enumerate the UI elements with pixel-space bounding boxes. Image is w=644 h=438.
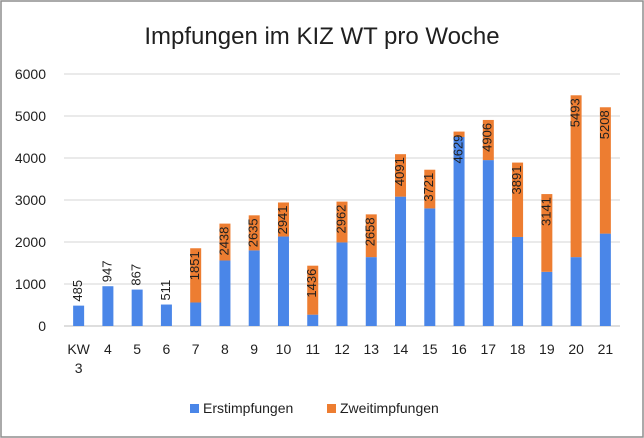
y-tick-label: 4000 [15, 150, 46, 166]
bar-zweitimpfungen [336, 201, 348, 243]
bar-erstimpfungen [131, 289, 143, 326]
bar-zweitimpfungen [395, 154, 407, 197]
data-label: 2635 [246, 218, 261, 247]
x-tick-label: 7 [192, 341, 200, 357]
x-tick-label: 9 [250, 341, 258, 357]
legend: Erstimpfungen Zweitimpfungen [190, 400, 439, 416]
data-label: 3141 [538, 197, 553, 226]
bar-zweitimpfungen [482, 119, 494, 161]
y-axis-ticks: 0 1000 2000 3000 4000 5000 6000 [15, 66, 46, 334]
legend-label-zweitimpfungen: Zweitimpfungen [340, 400, 439, 416]
x-tick-label: 10 [276, 341, 292, 357]
x-tick-label: 6 [163, 341, 171, 357]
bar-zweitimpfungen [570, 95, 582, 258]
data-label: 3891 [509, 166, 524, 195]
bar-erstimpfungen [453, 137, 465, 326]
bar-zweitimpfungen [307, 265, 319, 315]
x-tick-label: 5 [133, 341, 141, 357]
data-label: 1851 [187, 251, 202, 280]
legend-swatch-zweitimpfungen [327, 404, 336, 413]
x-tick-label: 17 [481, 341, 497, 357]
data-label: 867 [129, 264, 144, 286]
data-label: 5493 [568, 98, 583, 127]
y-tick-label: 5000 [15, 108, 46, 124]
y-tick-label: 6000 [15, 66, 46, 82]
data-label: 485 [70, 280, 85, 302]
bar-zweitimpfungen [599, 107, 611, 234]
x-tick-label: 4 [104, 341, 112, 357]
bar-zweitimpfungen [219, 223, 231, 261]
bar-erstimpfungen [307, 314, 319, 326]
data-label: 2941 [275, 205, 290, 234]
bar-zweitimpfungen [424, 169, 436, 209]
bar-erstimpfungen [336, 242, 348, 326]
y-tick-label: 1000 [15, 276, 46, 292]
data-label: 2658 [363, 217, 378, 246]
x-axis-ticks: KW 3 4 5 6 7 8 9 10 11 12 13 14 15 16 17 18 19 20 21 [67, 341, 613, 376]
x-tick-label: 20 [568, 341, 584, 357]
data-label: 4091 [392, 157, 407, 186]
bar-erstimpfungen [541, 271, 553, 326]
gridlines [64, 73, 620, 327]
x-tick-label: 16 [451, 341, 467, 357]
bar-erstimpfungen [248, 250, 260, 326]
bar-erstimpfungen [395, 196, 407, 326]
x-tick-label: 12 [334, 341, 350, 357]
bars [73, 95, 611, 326]
x-tick-label: 21 [598, 341, 614, 357]
bar-zweitimpfungen [453, 131, 465, 137]
x-tick-label: 18 [510, 341, 526, 357]
chart-title: Impfungen im KIZ WT pro Woche [144, 23, 499, 50]
bar-erstimpfungen [277, 236, 289, 326]
bar-erstimpfungen [570, 257, 582, 326]
x-tick-label: KW [67, 341, 90, 357]
y-tick-label: 0 [38, 318, 46, 334]
data-label: 511 [158, 280, 173, 301]
bar-erstimpfungen [160, 304, 172, 326]
bar-erstimpfungen [102, 286, 114, 326]
bar-zweitimpfungen [248, 215, 260, 251]
bar-erstimpfungen [482, 160, 494, 326]
x-tick-label: 19 [539, 341, 555, 357]
data-label: 1436 [304, 269, 319, 298]
bar-erstimpfungen [599, 233, 611, 326]
data-label: 3721 [421, 173, 436, 202]
bar-erstimpfungen [73, 305, 85, 326]
data-label: 2438 [216, 227, 231, 256]
x-tick-label: 13 [363, 341, 379, 357]
x-tick-label: 3 [75, 360, 83, 376]
data-labels: 485 947 867 511 1851 2438 2635 2941 1436 2962 2658… [70, 98, 612, 301]
bar-zweitimpfungen [365, 214, 377, 258]
data-label: 947 [99, 261, 114, 283]
bar-erstimpfungen [190, 302, 202, 326]
data-label: 4629 [450, 135, 465, 164]
data-label: 5208 [597, 110, 612, 139]
bar-erstimpfungen [424, 208, 436, 326]
bar-zweitimpfungen [190, 248, 202, 303]
data-label: 4906 [480, 123, 495, 152]
bar-zweitimpfungen [541, 194, 553, 272]
legend-label-erstimpfungen: Erstimpfungen [203, 400, 293, 416]
data-label: 2962 [333, 205, 348, 234]
bar-zweitimpfungen [277, 202, 289, 237]
bar-erstimpfungen [512, 236, 524, 326]
bar-erstimpfungen [365, 257, 377, 326]
x-tick-label: 8 [221, 341, 229, 357]
y-tick-label: 3000 [15, 192, 46, 208]
bar-erstimpfungen [219, 260, 231, 326]
legend-swatch-erstimpfungen [190, 404, 199, 413]
y-tick-label: 2000 [15, 234, 46, 250]
x-tick-label: 14 [393, 341, 409, 357]
x-tick-label: 15 [422, 341, 438, 357]
x-tick-label: 11 [305, 341, 320, 357]
bar-zweitimpfungen [512, 162, 524, 237]
